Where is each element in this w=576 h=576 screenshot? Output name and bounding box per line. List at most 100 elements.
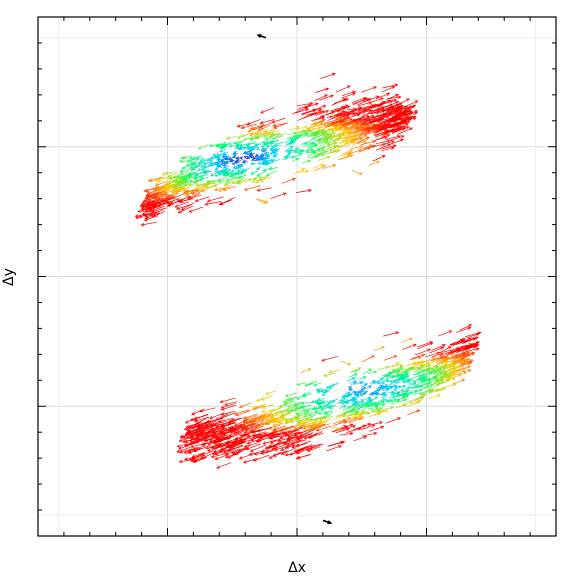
arrow-head [295,157,300,161]
data-arrow [302,407,311,412]
arrow-head [210,173,215,177]
arrow-head [306,428,311,432]
data-arrow [381,144,397,150]
data-arrow [375,92,391,100]
arrow-head [210,445,215,450]
data-arrow [205,442,222,450]
arrow-head [236,135,241,139]
arrow-head [379,97,384,101]
arrow-shaft [323,404,333,407]
data-arrow [361,386,367,391]
data-arrow [323,372,335,377]
arrow-shaft [292,157,299,162]
arrow-shaft [356,381,363,385]
arrow-shaft [189,165,200,169]
arrow-head [461,364,466,368]
arrow-head [317,411,322,415]
data-arrow [265,415,277,421]
arrow-head [384,384,389,388]
data-arrow [174,179,186,184]
arrow-shaft [295,151,303,154]
arrow-shaft [191,442,208,448]
arrow-head [307,159,312,163]
arrow-shaft [274,410,288,415]
arrow-head [320,163,325,167]
arrow-shaft [177,442,192,447]
arrow-head [458,373,463,378]
arrow-head [345,130,350,135]
arrow-head [353,136,358,141]
data-arrow [337,130,350,135]
arrow-head [366,124,371,128]
data-arrow [236,427,249,434]
arrow-shaft [284,153,291,158]
data-arrow [370,142,387,148]
arrow-shaft [399,106,415,111]
arrow-head [342,112,347,116]
arrow-head [250,162,254,166]
arrow-head [352,424,357,429]
arrow-shaft [387,391,394,394]
arrow-shaft [370,408,380,412]
arrow-head [218,429,223,434]
data-arrow [292,157,300,162]
data-arrow [334,98,348,105]
arrow-shaft [340,423,353,430]
arrow-head [217,419,222,423]
arrow-shaft [383,331,399,337]
arrow-shaft [375,134,390,141]
arrow-shaft [313,382,322,387]
arrow-head [222,151,226,155]
arrow-head [458,356,463,361]
arrow-head [469,359,474,363]
data-arrow [190,161,200,167]
arrow-head [398,368,403,372]
arrow-shaft [281,447,296,455]
arrow-shaft [397,396,406,401]
arrow-shaft [387,104,403,111]
arrow-shaft [225,171,233,175]
arrow-head [329,94,334,98]
arrow-shaft [259,175,270,180]
data-arrow [204,201,221,206]
data-arrow [311,132,321,137]
data-arrow [368,412,382,418]
arrow-shaft [369,426,384,432]
data-arrow [268,451,282,459]
arrow-head [256,166,261,171]
arrow-shaft [373,128,387,134]
arrow-head [314,144,319,148]
arrow-head [223,182,228,187]
arrow-head [376,160,381,165]
arrow-head [240,125,245,130]
arrow-head [144,214,149,218]
data-arrow [226,425,243,432]
arrow-shaft [272,122,288,127]
arrow-shaft [306,420,318,426]
data-arrow [353,108,369,116]
arrow-shaft [360,404,371,409]
data-arrow [242,150,249,154]
arrow-head [254,142,259,147]
arrow-shaft [412,361,425,367]
data-arrow [418,373,426,379]
arrow-head [195,172,200,176]
arrow-shaft [418,364,431,370]
arrow-head [341,139,346,143]
arrow-head [272,154,277,158]
arrow-shaft [398,389,405,393]
arrow-shaft [174,201,189,208]
data-arrow [184,416,200,424]
arrow-head [363,96,368,101]
arrow-head [163,186,168,190]
arrow-shaft [347,149,362,155]
arrow-head [192,161,197,166]
arrow-head [284,453,289,457]
arrow-head [365,115,370,119]
data-arrow [220,167,229,172]
arrow-shaft [321,138,333,144]
arrow-head [268,134,273,138]
arrow-shaft [240,169,248,173]
arrow-shaft [207,196,224,202]
data-arrow [164,171,176,175]
